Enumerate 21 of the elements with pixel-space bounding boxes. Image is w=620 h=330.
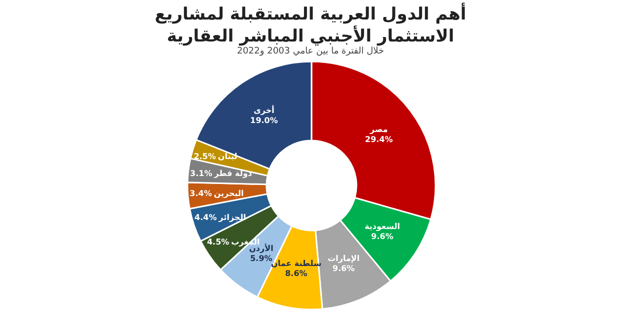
- data-label: 8.6%: [285, 269, 308, 278]
- chart-title: أهم الدول العربية المستقبلة لمشاريع الاستثمار الأجنبي المباشر العقارية: [154, 2, 466, 46]
- slice-label: لبنان: [218, 152, 238, 161]
- data-label: 4.4%: [194, 212, 217, 222]
- data-label: 19.0%: [250, 116, 278, 126]
- chart-subtitle: خلال الفترة ما بين عامي 2003 و2022: [236, 46, 384, 56]
- slice-label: الإمارات: [328, 254, 360, 264]
- data-label: 29.4%: [365, 135, 393, 144]
- data-label: 2.5%: [194, 152, 216, 161]
- data-label: 9.6%: [332, 264, 355, 274]
- data-label: 4.5%: [206, 237, 230, 246]
- slice-label: مصر: [369, 125, 388, 134]
- slice-label: دولة قطر: [213, 168, 252, 178]
- slice-label: الجزائر: [218, 212, 246, 222]
- data-label: 3.1%: [190, 168, 212, 178]
- data-label: 5.9%: [250, 254, 272, 263]
- slice-label: أخرى: [254, 105, 275, 116]
- data-label: 9.6%: [371, 232, 394, 242]
- slice-label: السعودية: [364, 222, 400, 232]
- data-label: 3.4%: [190, 189, 212, 198]
- slice-label: البحرين: [214, 189, 244, 198]
